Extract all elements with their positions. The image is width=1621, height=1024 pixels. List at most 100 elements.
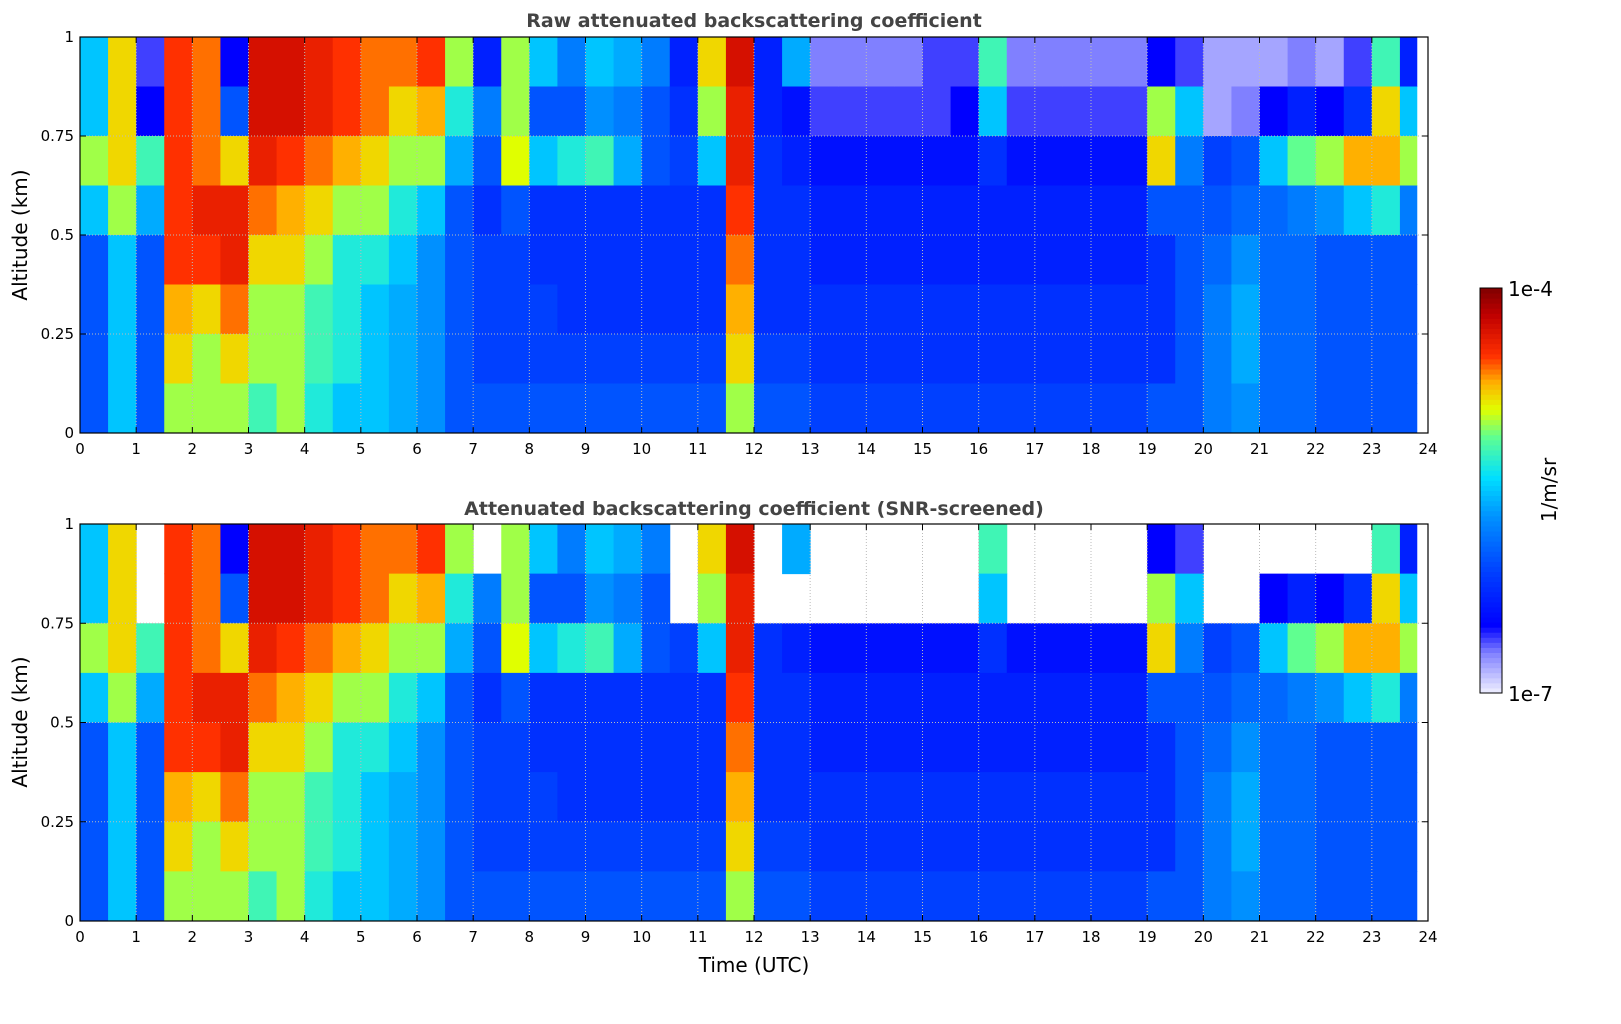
heatmap-cell <box>754 185 783 236</box>
heatmap-cell <box>417 722 446 773</box>
heatmap-cell <box>360 185 390 236</box>
heatmap-cell <box>1175 383 1204 434</box>
heatmap-cell <box>613 86 643 137</box>
heatmap-cell <box>445 37 474 87</box>
grid <box>80 37 1428 433</box>
x-tick-label: 13 <box>801 440 820 458</box>
heatmap-cell <box>304 623 334 674</box>
heatmap-cell <box>1034 37 1064 87</box>
colorbar-swatch <box>1480 455 1502 461</box>
heatmap-cell <box>1343 235 1373 285</box>
heatmap-cell <box>810 334 839 384</box>
heatmap-cell <box>529 136 558 186</box>
heatmap-cell <box>1371 722 1401 773</box>
heatmap-cell <box>1203 235 1232 285</box>
heatmap-cell <box>220 86 249 137</box>
heatmap-cell <box>978 623 1008 674</box>
heatmap-cell <box>1006 284 1036 335</box>
x-tick-label: 10 <box>632 440 651 458</box>
heatmap-cell <box>922 284 952 335</box>
heatmap-cell <box>80 772 109 823</box>
x-tick-label: 17 <box>1025 440 1044 458</box>
x-tick-label: 18 <box>1081 928 1100 946</box>
heatmap-cell <box>388 37 418 87</box>
heatmap-cell <box>1287 86 1317 137</box>
snr-screened-panel: Attenuated backscattering coefficient (S… <box>8 498 1438 977</box>
heatmap-cell <box>501 722 530 773</box>
heatmap-cell <box>754 871 783 922</box>
heatmap-cell <box>782 722 811 773</box>
x-tick-label: 4 <box>300 928 310 946</box>
heatmap-cell <box>1231 235 1260 285</box>
heatmap-cell <box>1259 623 1289 674</box>
colorbar-swatch <box>1480 318 1502 324</box>
heatmap-cell <box>1287 334 1317 384</box>
heatmap-cell <box>1399 185 1418 236</box>
heatmap-cell <box>136 871 165 922</box>
heatmap-cell <box>108 383 137 434</box>
heatmap-cell <box>1006 383 1036 434</box>
heatmap-cell <box>1203 821 1232 872</box>
heatmap-cell <box>1091 37 1120 87</box>
heatmap-cell <box>1343 383 1373 434</box>
heatmap-cell <box>108 235 137 285</box>
x-tick-label: 8 <box>525 928 535 946</box>
heatmap-cell <box>220 334 249 384</box>
heatmap-cell <box>80 334 109 384</box>
heatmap-cell <box>1034 284 1064 335</box>
heatmap-cell <box>388 334 418 384</box>
x-tick-label: 23 <box>1362 928 1381 946</box>
heatmap-cell <box>894 185 923 236</box>
heatmap-cell <box>1091 383 1120 434</box>
colorbar-swatch <box>1480 298 1502 304</box>
heatmap-cell <box>388 185 418 236</box>
heatmap-cell <box>1287 672 1317 723</box>
heatmap-cell <box>1371 524 1401 575</box>
heatmap-cell <box>1203 37 1232 87</box>
heatmap-cell <box>1006 37 1036 87</box>
heatmap-cell <box>894 623 923 674</box>
heatmap-cell <box>585 37 615 87</box>
heatmap-cell <box>1147 672 1176 723</box>
colorbar-swatch <box>1480 667 1502 674</box>
heatmap-cell <box>1147 871 1176 922</box>
heatmap-cell <box>1343 136 1373 186</box>
heatmap-cell <box>108 185 137 236</box>
x-tick-label: 16 <box>969 928 988 946</box>
heatmap-cell <box>220 871 249 922</box>
heatmap-cell <box>332 672 362 723</box>
heatmap-cell <box>192 821 221 872</box>
heatmap-cell <box>80 573 109 624</box>
heatmap-cell <box>894 284 923 335</box>
heatmap-cell <box>838 871 867 922</box>
colorbar-swatch <box>1480 652 1502 659</box>
heatmap-cell <box>304 524 334 575</box>
heatmap-cell <box>80 524 109 575</box>
heatmap-cell <box>1091 772 1120 823</box>
heatmap-cell <box>1006 871 1036 922</box>
heatmap-cell <box>108 284 137 335</box>
heatmap-cell <box>697 37 727 87</box>
heatmap-cell <box>641 185 671 236</box>
heatmap-cell <box>1231 722 1260 773</box>
x-tick-label: 13 <box>801 928 820 946</box>
heatmap-cell <box>136 86 165 137</box>
heatmap-cell <box>754 235 783 285</box>
heatmap-cell <box>501 383 530 434</box>
heatmap-cell <box>304 284 334 335</box>
heatmap-cell <box>108 871 137 922</box>
heatmap-cell <box>1259 573 1289 624</box>
heatmap-cell <box>164 235 193 285</box>
heatmap-cell <box>922 185 952 236</box>
heatmap-cell <box>1175 722 1204 773</box>
colorbar-swatch <box>1480 409 1502 416</box>
raw-panel-ylabel: Altitude (km) <box>8 169 32 300</box>
heatmap-cell <box>1371 672 1401 723</box>
heatmap-cell <box>950 235 980 285</box>
heatmap-cell <box>108 136 137 186</box>
heatmap-cell <box>529 672 558 723</box>
heatmap-cell <box>529 623 558 674</box>
colorbar-swatch <box>1480 470 1502 476</box>
heatmap-cell <box>276 772 306 823</box>
x-tick-label: 19 <box>1138 928 1157 946</box>
